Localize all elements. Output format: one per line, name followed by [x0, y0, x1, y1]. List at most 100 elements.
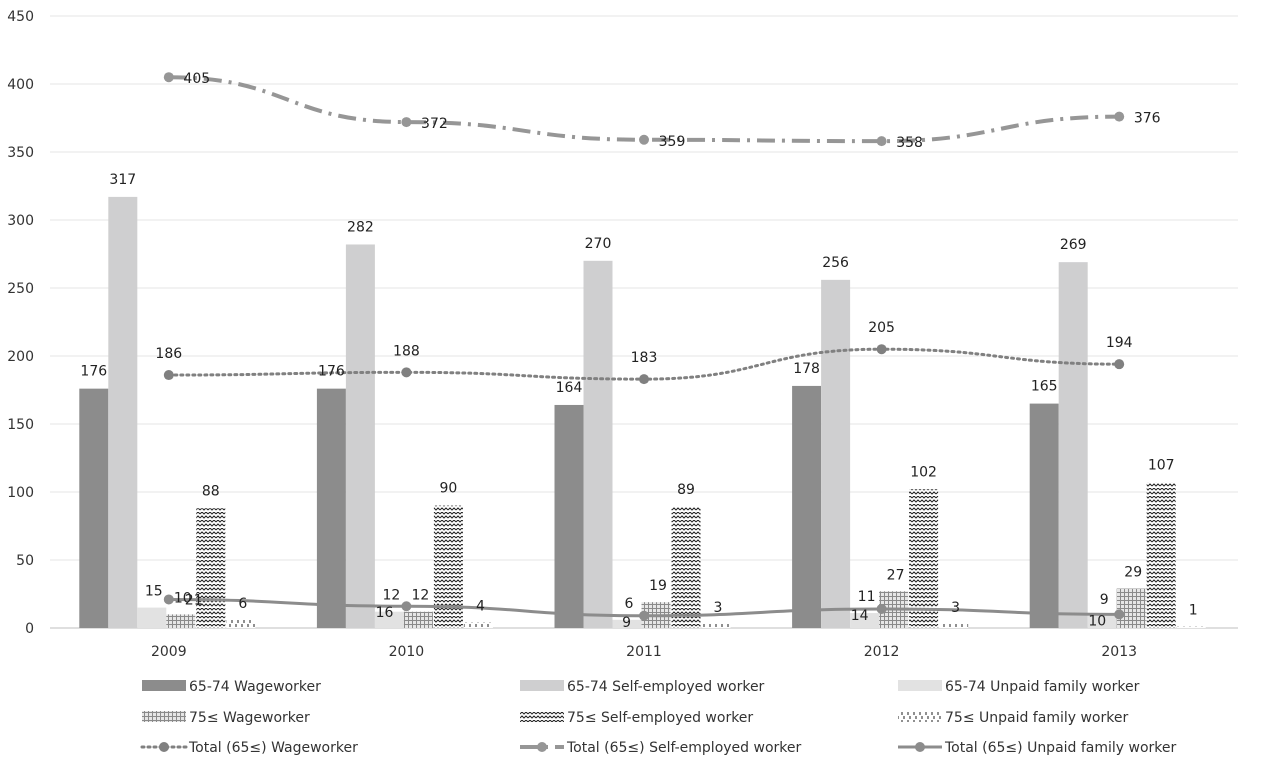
line-data-label: 359: [659, 134, 686, 150]
bar: [403, 611, 433, 628]
bar-data-label: 19: [649, 578, 667, 594]
bar: [166, 614, 196, 628]
x-tick-label: 2009: [151, 644, 187, 660]
bar: [226, 619, 256, 628]
line-data-label: 21: [185, 592, 203, 608]
line-marker: [163, 594, 174, 605]
bar-data-label: 270: [585, 236, 612, 252]
line-marker: [639, 610, 649, 621]
bar: [108, 196, 138, 628]
legend-label: 75≤ Self-employed worker: [567, 710, 753, 726]
line-marker: [163, 72, 174, 83]
y-tick-label: 350: [7, 145, 34, 161]
line-marker: [876, 344, 887, 355]
bar-data-label: 317: [109, 172, 136, 188]
x-axis-ticks: 2009 2010 2011 2012 2013: [151, 644, 1137, 660]
bar: [821, 279, 851, 628]
y-tick-label: 450: [7, 9, 34, 25]
bar-data-label: 9: [1100, 592, 1109, 608]
bar-data-label: 107: [1148, 457, 1175, 473]
legend-swatch: [520, 680, 564, 691]
bar: [196, 508, 226, 628]
bar-data-label: 10: [174, 590, 192, 606]
legend-marker: [537, 742, 547, 752]
y-tick-label: 250: [7, 281, 34, 297]
legend-label: Total (65≤) Unpaid family worker: [944, 740, 1177, 756]
bar-data-label: 6: [625, 596, 634, 612]
bar: [1146, 482, 1176, 628]
bar: [79, 388, 109, 628]
y-tick-label: 150: [7, 417, 34, 433]
bar-data-label: 102: [910, 464, 937, 480]
legend-marker: [915, 742, 925, 752]
bar: [1029, 403, 1059, 628]
y-tick-label: 0: [25, 621, 34, 637]
bar: [1087, 615, 1117, 628]
legend: 65-74 Wageworker 65-74 Self-employed work…: [140, 679, 1177, 756]
line-marker: [876, 603, 887, 614]
bar: [909, 489, 939, 628]
y-tick-label: 50: [16, 553, 34, 569]
x-tick-label: 2010: [389, 644, 425, 660]
y-tick-label: 200: [7, 349, 34, 365]
bar-data-label: 1: [1189, 603, 1198, 619]
legend-label: Total (65≤) Wageworker: [188, 740, 358, 756]
line-marker: [639, 134, 649, 145]
y-tick-label: 100: [7, 485, 34, 501]
legend-label: 65-74 Wageworker: [189, 679, 321, 695]
bar-data-label: 12: [382, 588, 400, 604]
bar-data-label: 165: [1031, 379, 1058, 395]
bar: [1116, 588, 1146, 628]
line-data-label: 186: [155, 346, 182, 362]
bar: [137, 607, 167, 628]
bar: [671, 506, 701, 628]
bar: [792, 385, 822, 628]
bar: [345, 244, 375, 629]
bar: [939, 623, 969, 628]
legend-swatch: [142, 680, 186, 691]
bar: [316, 388, 346, 628]
bar-data-label: 256: [822, 255, 849, 271]
line-marker: [401, 117, 412, 128]
bar: [374, 611, 404, 628]
bar: [701, 623, 731, 628]
bar: [850, 613, 880, 628]
bar-data-label: 282: [347, 219, 374, 235]
legend-swatch: [898, 711, 942, 722]
bar: [1176, 626, 1206, 628]
bar: [463, 622, 493, 628]
bar-data-label: 12: [411, 588, 429, 604]
legend-label: 75≤ Unpaid family worker: [945, 710, 1128, 726]
y-tick-label: 400: [7, 77, 34, 93]
line-data-label: 9: [622, 615, 631, 631]
bar-data-label: 269: [1060, 237, 1087, 253]
lines: [163, 72, 1125, 621]
line-marker: [876, 136, 887, 147]
bar-data-label: 88: [202, 483, 220, 499]
line-data-label: 188: [393, 343, 420, 359]
line-data-label: 376: [1134, 111, 1161, 127]
line-marker: [401, 367, 412, 378]
legend-swatch: [520, 711, 564, 722]
bar-data-label: 15: [145, 584, 163, 600]
bar-data-label: 178: [793, 361, 820, 377]
line-data-label: 372: [421, 116, 448, 132]
legend-label: 65-74 Unpaid family worker: [945, 679, 1140, 695]
bar-data-label: 6: [238, 596, 247, 612]
bar-data-label: 29: [1124, 565, 1142, 581]
line-marker: [401, 601, 412, 612]
bar-data-label: 176: [80, 364, 107, 380]
bar: [433, 505, 463, 628]
bar: [554, 404, 584, 628]
line-data-label: 205: [868, 320, 895, 336]
line-data-label: 358: [896, 135, 923, 151]
bars: [79, 196, 1206, 629]
line-data-label: 194: [1106, 335, 1133, 351]
bar-data-label: 176: [318, 364, 345, 380]
y-axis-ticks: 0 50 100 150 200 250 300 350 400 450: [7, 9, 34, 637]
line-data-label: 14: [851, 608, 869, 624]
line-data-label: 10: [1088, 613, 1106, 629]
legend-label: 65-74 Self-employed worker: [567, 679, 765, 695]
x-tick-label: 2012: [864, 644, 900, 660]
